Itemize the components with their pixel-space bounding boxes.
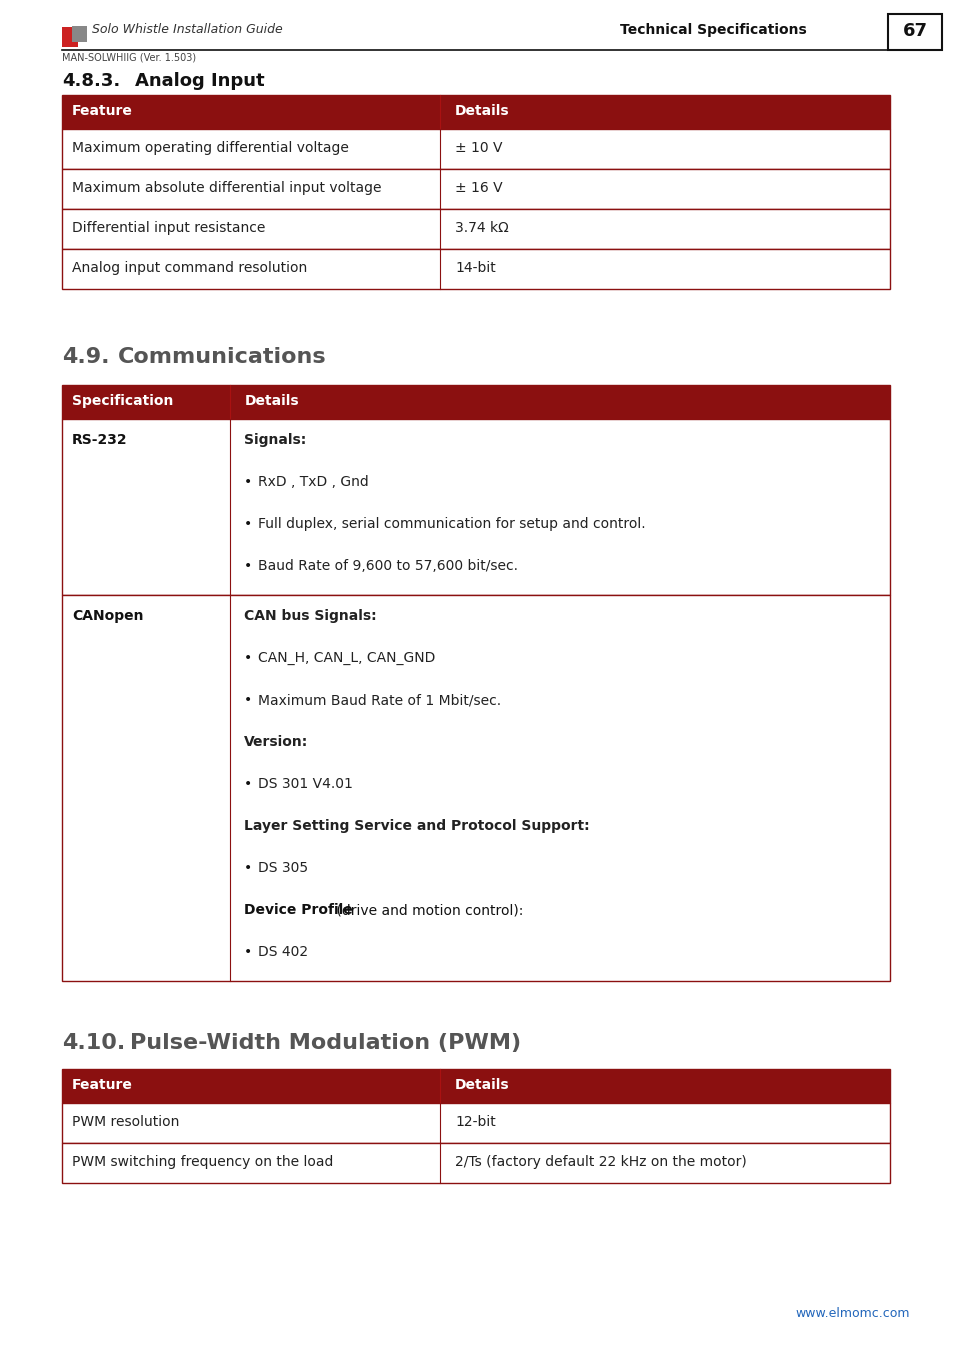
- Text: Analog Input: Analog Input: [135, 72, 264, 90]
- Bar: [62, 209, 889, 248]
- Text: Technical Specifications: Technical Specifications: [619, 23, 806, 36]
- Text: Baud Rate of 9,600 to 57,600 bit/sec.: Baud Rate of 9,600 to 57,600 bit/sec.: [257, 559, 517, 572]
- Text: Layer Setting Service and Protocol Support:: Layer Setting Service and Protocol Suppo…: [244, 819, 589, 833]
- Text: Maximum operating differential voltage: Maximum operating differential voltage: [71, 140, 349, 155]
- Text: 2/Ts (factory default 22 kHz on the motor): 2/Ts (factory default 22 kHz on the moto…: [455, 1156, 746, 1169]
- Bar: [62, 385, 889, 418]
- Text: 67: 67: [902, 22, 926, 40]
- Text: Feature: Feature: [71, 104, 132, 117]
- Text: •: •: [244, 861, 252, 875]
- Text: Maximum Baud Rate of 1 Mbit/sec.: Maximum Baud Rate of 1 Mbit/sec.: [257, 693, 500, 707]
- Text: ± 16 V: ± 16 V: [455, 181, 502, 194]
- Text: DS 402: DS 402: [257, 945, 308, 958]
- Text: PWM switching frequency on the load: PWM switching frequency on the load: [71, 1156, 333, 1169]
- Text: www.elmomc.com: www.elmomc.com: [794, 1307, 908, 1320]
- Text: •: •: [244, 945, 252, 958]
- Text: 14-bit: 14-bit: [455, 261, 496, 275]
- Text: Communications: Communications: [118, 347, 326, 367]
- Bar: [62, 169, 889, 209]
- Text: Signals:: Signals:: [244, 433, 306, 447]
- Text: RS-232: RS-232: [71, 433, 128, 447]
- Text: •: •: [244, 475, 252, 489]
- Text: Full duplex, serial communication for setup and control.: Full duplex, serial communication for se…: [257, 517, 645, 531]
- Text: 3.74 kΩ: 3.74 kΩ: [455, 221, 508, 235]
- Text: Details: Details: [245, 394, 299, 408]
- Text: 4.10.: 4.10.: [62, 1033, 125, 1053]
- Text: DS 305: DS 305: [257, 861, 308, 875]
- Text: PWM resolution: PWM resolution: [71, 1115, 179, 1129]
- Text: ± 10 V: ± 10 V: [455, 140, 502, 155]
- Text: Specification: Specification: [71, 394, 173, 408]
- Bar: [71, 26, 87, 42]
- Text: Pulse-Width Modulation (PWM): Pulse-Width Modulation (PWM): [130, 1033, 520, 1053]
- Text: •: •: [244, 693, 252, 707]
- Text: •: •: [244, 651, 252, 666]
- Bar: [62, 1143, 889, 1183]
- Text: •: •: [244, 517, 252, 531]
- Text: (drive and motion control):: (drive and motion control):: [332, 903, 523, 917]
- Bar: [62, 248, 889, 289]
- Text: MAN-SOLWHIIG (Ver. 1.503): MAN-SOLWHIIG (Ver. 1.503): [62, 53, 196, 62]
- Text: •: •: [244, 559, 252, 572]
- Text: Details: Details: [455, 1079, 509, 1092]
- Bar: [62, 1069, 889, 1103]
- Text: Details: Details: [455, 104, 509, 117]
- Text: 4.9.: 4.9.: [62, 347, 110, 367]
- Text: RxD , TxD , Gnd: RxD , TxD , Gnd: [257, 475, 369, 489]
- Bar: [62, 595, 889, 981]
- Text: Version:: Version:: [244, 734, 308, 749]
- Text: CANopen: CANopen: [71, 609, 143, 622]
- Bar: [62, 95, 889, 130]
- Bar: [62, 130, 889, 169]
- Text: Feature: Feature: [71, 1079, 132, 1092]
- Bar: [62, 27, 78, 47]
- Text: Maximum absolute differential input voltage: Maximum absolute differential input volt…: [71, 181, 381, 194]
- Bar: [887, 14, 941, 50]
- Text: CAN bus Signals:: CAN bus Signals:: [244, 609, 376, 622]
- Bar: [62, 1103, 889, 1143]
- Text: CAN_H, CAN_L, CAN_GND: CAN_H, CAN_L, CAN_GND: [257, 651, 435, 666]
- Text: Differential input resistance: Differential input resistance: [71, 221, 265, 235]
- Text: DS 301 V4.01: DS 301 V4.01: [257, 778, 353, 791]
- Text: Solo Whistle Installation Guide: Solo Whistle Installation Guide: [91, 23, 282, 36]
- Text: Device Profile: Device Profile: [244, 903, 353, 917]
- Text: Analog input command resolution: Analog input command resolution: [71, 261, 307, 275]
- Bar: [62, 418, 889, 595]
- Text: 4.8.3.: 4.8.3.: [62, 72, 120, 90]
- Text: 12-bit: 12-bit: [455, 1115, 496, 1129]
- Text: •: •: [244, 778, 252, 791]
